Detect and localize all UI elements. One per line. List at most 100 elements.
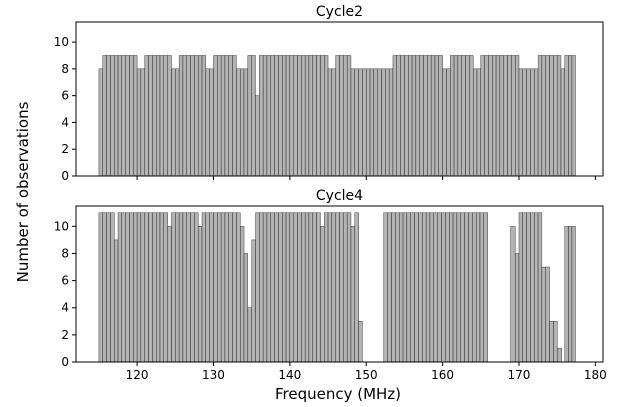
bar <box>205 68 210 177</box>
bar <box>453 55 459 177</box>
bar <box>434 55 439 177</box>
bar <box>324 55 329 177</box>
bar <box>404 55 409 177</box>
bar <box>461 55 466 177</box>
bar <box>460 212 465 363</box>
panel-title: Cycle4 <box>316 188 363 204</box>
bar <box>182 55 187 177</box>
bar <box>259 55 264 177</box>
bar <box>198 55 203 177</box>
bar <box>335 55 340 177</box>
bar <box>301 55 306 177</box>
bar <box>255 212 260 363</box>
x-tick-label: 120 <box>126 368 149 382</box>
bar <box>278 212 283 363</box>
bar <box>240 226 245 363</box>
bar <box>133 212 138 363</box>
bar <box>418 212 423 363</box>
bar <box>274 55 279 177</box>
bar <box>228 212 233 363</box>
bar <box>209 212 214 363</box>
bar <box>243 253 249 363</box>
bar <box>541 266 546 363</box>
bar <box>343 55 348 177</box>
bar <box>553 55 558 177</box>
bar <box>327 212 333 363</box>
bar <box>545 55 550 177</box>
bar <box>396 55 401 177</box>
bar <box>472 212 477 363</box>
bar <box>430 55 436 177</box>
bar <box>159 212 165 363</box>
bar <box>102 55 107 177</box>
bar <box>220 55 226 177</box>
bar <box>442 68 447 177</box>
bar <box>167 226 172 363</box>
bar <box>564 226 569 363</box>
bar <box>452 212 458 363</box>
bar <box>148 55 153 177</box>
bar <box>530 212 535 363</box>
bar <box>182 212 187 363</box>
bar <box>297 55 302 177</box>
bar <box>178 55 184 177</box>
y-tick-label: 2 <box>61 142 69 156</box>
bar <box>331 212 336 363</box>
bar <box>125 55 130 177</box>
bar <box>530 68 535 177</box>
bar <box>163 212 168 363</box>
x-tick-label: 160 <box>431 368 454 382</box>
bar <box>483 212 488 363</box>
bar <box>232 55 237 177</box>
bar <box>190 212 195 363</box>
bar <box>468 212 473 363</box>
bar <box>213 55 218 177</box>
bar <box>259 212 264 363</box>
bar <box>213 212 218 363</box>
y-axis-label: Number of observations <box>14 101 32 282</box>
bar <box>198 226 203 363</box>
bar <box>402 212 408 363</box>
bar <box>564 55 569 177</box>
bar <box>425 212 431 363</box>
bar <box>266 55 271 177</box>
bar <box>472 68 478 177</box>
x-tick-label: 170 <box>508 368 531 382</box>
bar <box>492 55 497 177</box>
bar <box>98 68 103 177</box>
bar <box>285 212 291 363</box>
bar <box>510 226 516 363</box>
bar <box>350 68 355 177</box>
bar <box>537 55 543 177</box>
bar <box>414 212 419 363</box>
bar <box>274 212 279 363</box>
bar <box>553 321 558 363</box>
bar <box>324 212 329 363</box>
bar <box>507 55 512 177</box>
bar <box>304 55 310 177</box>
bar <box>224 212 229 363</box>
bar <box>312 55 317 177</box>
bar <box>549 55 554 177</box>
bar <box>415 55 420 177</box>
bar <box>446 68 451 177</box>
bar <box>270 55 275 177</box>
bar <box>331 68 336 177</box>
bar <box>236 212 241 363</box>
bar <box>358 68 363 177</box>
bar <box>217 212 222 363</box>
bar <box>450 55 455 177</box>
bar <box>522 68 527 177</box>
bar <box>106 212 111 363</box>
bar <box>346 55 352 177</box>
bar <box>156 212 161 363</box>
bar <box>282 55 287 177</box>
bar <box>217 55 222 177</box>
bar <box>224 55 229 177</box>
bar <box>387 212 392 363</box>
bar <box>335 212 340 363</box>
bar <box>220 212 226 363</box>
bar <box>568 55 573 177</box>
x-tick-label: 140 <box>278 368 301 382</box>
bar <box>125 212 130 363</box>
